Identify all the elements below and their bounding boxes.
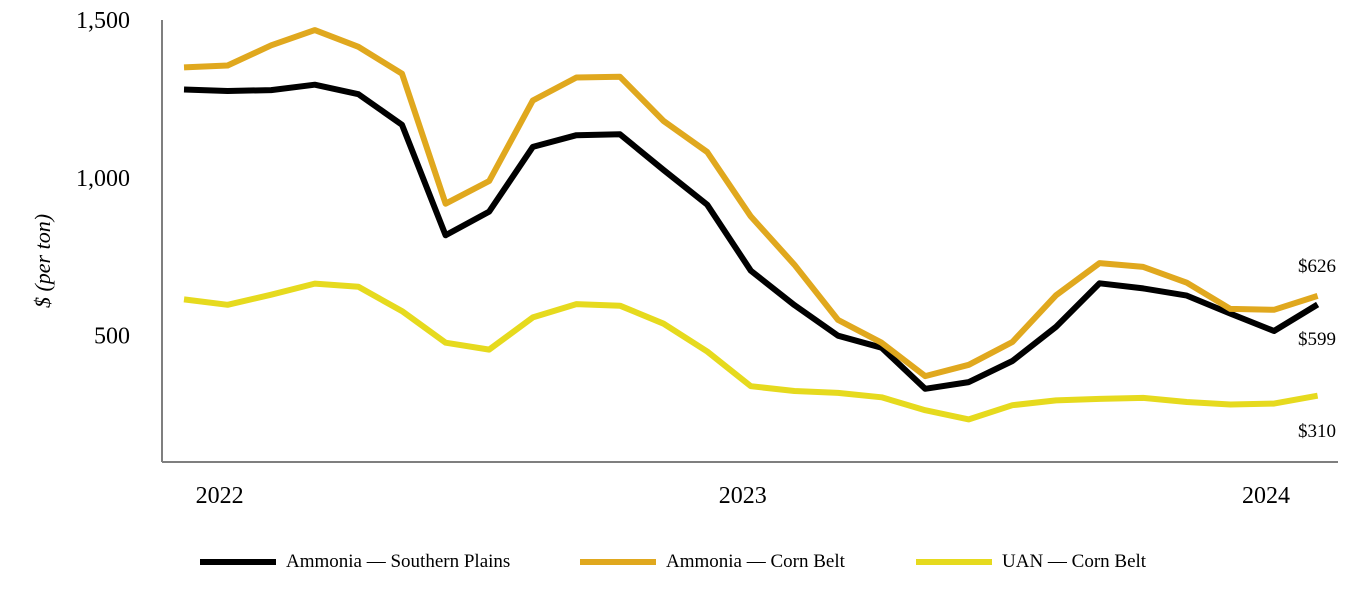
legend-label: Ammonia — Corn Belt bbox=[666, 551, 846, 572]
y-tick-label: 500 bbox=[94, 324, 130, 350]
end-value-labels: $599 $626 $310 bbox=[1298, 256, 1336, 442]
x-tick-label: 2024 bbox=[1242, 483, 1290, 509]
series-lines bbox=[183, 27, 1320, 423]
legend: Ammonia — Southern Plains Ammonia — Corn … bbox=[200, 551, 1147, 572]
end-value-label: $626 bbox=[1298, 256, 1336, 277]
series-line bbox=[183, 81, 1320, 392]
y-axis-label: $ (per ton) bbox=[30, 214, 55, 308]
x-tick-label: 2023 bbox=[719, 483, 767, 509]
end-value-label: $310 bbox=[1298, 421, 1336, 442]
x-tick-label: 2022 bbox=[196, 483, 244, 509]
y-tick-label: 1,500 bbox=[76, 8, 130, 34]
series-line bbox=[183, 27, 1319, 380]
y-tick-label: 1,000 bbox=[76, 166, 130, 192]
x-tick-labels: 2022 2023 2024 bbox=[196, 483, 1290, 509]
end-value-label: $599 bbox=[1298, 329, 1336, 350]
series-line bbox=[183, 280, 1319, 423]
axes bbox=[161, 20, 1338, 463]
y-tick-labels: 500 1,000 1,500 bbox=[76, 8, 130, 350]
legend-label: Ammonia — Southern Plains bbox=[286, 551, 510, 572]
legend-label: UAN — Corn Belt bbox=[1002, 551, 1147, 572]
